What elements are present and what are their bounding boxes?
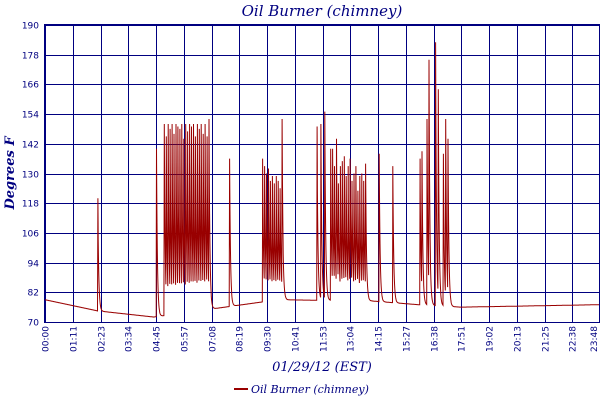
x-axis-label: 01/29/12 (EST) bbox=[272, 360, 372, 375]
y-tick-label: 130 bbox=[22, 171, 39, 181]
chart-title: Oil Burner (chimney) bbox=[242, 2, 403, 20]
x-tick-label: 23:48 bbox=[590, 326, 600, 352]
x-tick-label: 08:19 bbox=[236, 326, 246, 352]
x-tick-label: 19:02 bbox=[486, 326, 496, 352]
y-tick-label: 94 bbox=[28, 260, 40, 270]
x-tick-label: 21:25 bbox=[542, 326, 552, 352]
y-axis-label: Degrees F bbox=[3, 136, 18, 211]
y-tick-label: 70 bbox=[28, 319, 40, 329]
legend: Oil Burner (chimney) bbox=[234, 383, 369, 396]
x-tick-label: 13:04 bbox=[347, 326, 357, 352]
x-tick-label: 03:34 bbox=[125, 326, 135, 352]
x-tick-label: 02:23 bbox=[98, 326, 108, 352]
y-tick-label: 178 bbox=[22, 52, 39, 62]
x-tick-label: 07:08 bbox=[209, 326, 219, 352]
x-tick-label: 15:27 bbox=[403, 326, 413, 352]
x-tick-label: 17:51 bbox=[458, 326, 468, 352]
x-tick-label: 09:30 bbox=[264, 326, 274, 352]
y-tick-label: 190 bbox=[22, 22, 39, 32]
grid bbox=[45, 25, 600, 323]
y-tick-label: 166 bbox=[22, 81, 39, 91]
y-tick-label: 142 bbox=[22, 141, 39, 151]
x-tick-label: 05:57 bbox=[181, 326, 191, 352]
x-tick-labels: 00:00 01:11 02:23 03:34 04:45 05:57 07:08 08:19… bbox=[42, 326, 600, 352]
y-tick-labels: 70 82 94 106 118 130 142 154 166 178 190 bbox=[22, 22, 39, 329]
series-line bbox=[44, 42, 600, 318]
y-tick-label: 106 bbox=[22, 230, 39, 240]
x-tick-label: 10:41 bbox=[292, 326, 302, 352]
series-layer bbox=[44, 42, 600, 318]
x-tick-label: 04:45 bbox=[153, 326, 163, 352]
y-tick-label: 118 bbox=[22, 200, 39, 210]
x-tick-label: 00:00 bbox=[42, 326, 52, 352]
y-tick-label: 82 bbox=[28, 289, 39, 299]
x-tick-label: 01:11 bbox=[70, 326, 80, 352]
x-tick-label: 16:38 bbox=[431, 326, 441, 352]
x-tick-label: 11:53 bbox=[320, 326, 330, 352]
x-tick-label: 20:13 bbox=[514, 326, 524, 352]
plot-frame bbox=[44, 24, 600, 323]
x-tick-label: 22:38 bbox=[569, 326, 579, 352]
x-tick-label: 14:15 bbox=[375, 326, 385, 352]
legend-label: Oil Burner (chimney) bbox=[251, 383, 369, 396]
y-tick-label: 154 bbox=[22, 111, 39, 121]
